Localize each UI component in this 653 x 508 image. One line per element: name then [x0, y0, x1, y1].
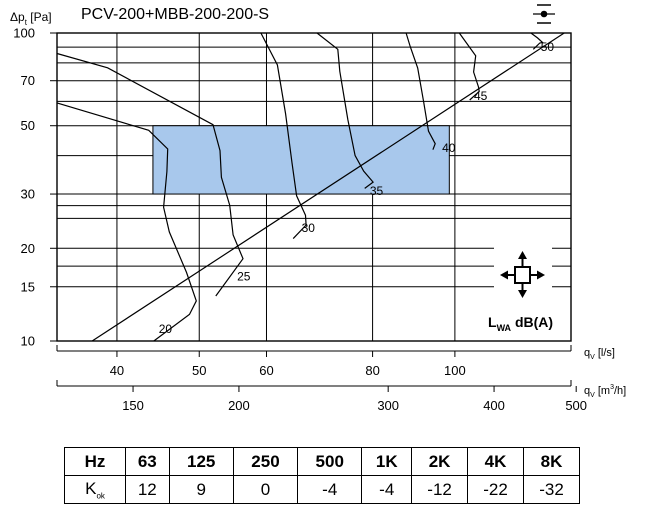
y-tick-label: 15: [21, 279, 35, 294]
curve-label-20: 20: [159, 322, 173, 336]
kok-value-cell: -12: [411, 475, 469, 504]
sound-power-legend-label: LWA dB(A): [488, 314, 553, 333]
curve-label-35: 35: [370, 184, 384, 198]
kok-header-hz: Hz: [64, 447, 126, 476]
y-axis-label: Δpt [Pa]: [10, 10, 52, 27]
y-tick-label: 30: [21, 187, 35, 202]
damper-symbol-icon: [533, 4, 555, 24]
kok-value-cell: -22: [467, 475, 525, 504]
curve-label-50: 50: [541, 40, 555, 54]
kok-freq-cell: 125: [168, 447, 234, 476]
kok-value-cell: 9: [168, 475, 234, 504]
x-m3h-tick-label: 300: [377, 398, 399, 413]
sound-level-curves: [56, 32, 565, 342]
kok-freq-cell: 500: [297, 447, 363, 476]
sound-curve-25: [56, 52, 244, 297]
y-tick-label: 70: [21, 73, 35, 88]
kok-value-cell: 0: [232, 475, 299, 504]
kok-freq-cell: 1K: [361, 447, 413, 476]
x-m3h-tick-label: 400: [483, 398, 505, 413]
chart-title: PCV-200+MBB-200-200-S: [81, 6, 269, 23]
x-m3h-tick-label: 500: [565, 398, 587, 413]
curve-label-25: 25: [237, 270, 251, 284]
kok-row-label: Kok: [64, 475, 126, 504]
sound-curve-35: [316, 32, 374, 189]
sound-curve-30: [260, 32, 307, 240]
kok-freq-cell: 4K: [467, 447, 525, 476]
x-ls-tick-label: 60: [259, 363, 273, 378]
sound-curve-40: [405, 32, 436, 150]
plot-frame: [56, 32, 572, 342]
sound-curve-20: [56, 102, 197, 342]
curve-labels: 20 25 30 35 40 45 50: [159, 40, 555, 336]
kok-value-cell: -32: [523, 475, 580, 504]
curve-label-45: 45: [474, 89, 488, 103]
four-way-arrows-icon: [494, 247, 552, 305]
kok-table-header-row: Hz 63 125 250 500 1K 2K 4K 8K: [64, 447, 580, 476]
kok-table-value-row: Kok 12 9 0 -4 -4 -12 -22 -32: [64, 475, 580, 504]
kok-freq-cell: 250: [232, 447, 299, 476]
y-tick-label: 20: [21, 241, 35, 256]
kok-value-cell: 12: [125, 475, 170, 504]
curve-label-30: 30: [302, 221, 316, 235]
min-pressure-line: [91, 32, 565, 342]
y-tick-label: 10: [21, 334, 35, 349]
x-m3h-tick-label: 150: [122, 398, 144, 413]
x-ls-tick-label: 100: [444, 363, 466, 378]
axis-ticks: 10 15 20 30 50 70 100 40 50 60 80 100 150 200 300 400 50…: [13, 26, 587, 414]
sound-curve-50: [530, 32, 544, 50]
y-tick-label: 50: [21, 118, 35, 133]
operating-range-rect: [152, 125, 450, 195]
kok-value-cell: -4: [297, 475, 363, 504]
x-ls-tick-label: 40: [110, 363, 124, 378]
x-m3h-tick-label: 200: [228, 398, 250, 413]
kok-value-cell: -4: [361, 475, 413, 504]
x-axis-ls-label: qV [l/s]: [584, 347, 615, 361]
x-ls-tick-label: 50: [192, 363, 206, 378]
x-axis-m3h-label: qV [m3/h]: [584, 384, 626, 399]
kok-freq-cell: 8K: [523, 447, 580, 476]
x-ls-tick-label: 80: [365, 363, 379, 378]
kok-freq-cell: 63: [125, 447, 170, 476]
operating-range-zone: [152, 125, 450, 195]
kok-correction-table: Hz 63 125 250 500 1K 2K 4K 8K Kok 12 9 0…: [64, 447, 580, 504]
kok-freq-cell: 2K: [411, 447, 469, 476]
y-tick-label: 100: [13, 26, 35, 41]
sound-curve-45: [458, 32, 480, 101]
curve-label-40: 40: [442, 141, 456, 155]
